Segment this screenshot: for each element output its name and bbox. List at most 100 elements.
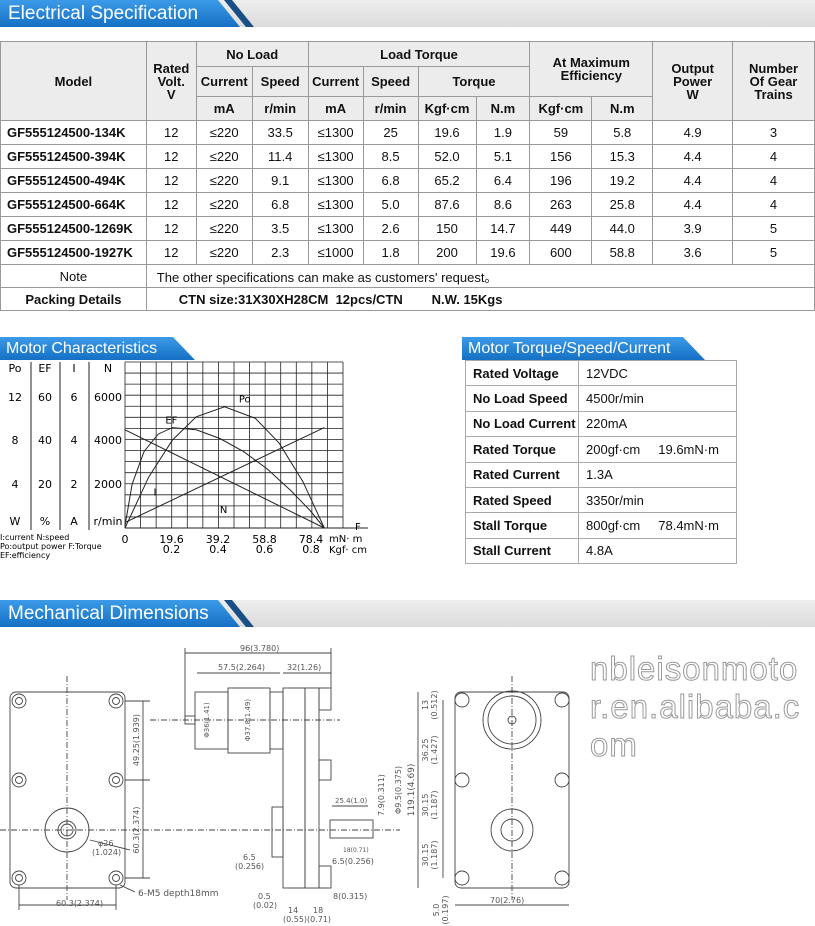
axis-tick: 20 (38, 478, 52, 491)
value-cell: ≤220 (195, 144, 253, 169)
section-title: Motor Characteristics (0, 337, 195, 360)
value-cell: 19.6 (475, 240, 531, 265)
header-max-efficiency: At Maximum Efficiency (529, 41, 654, 97)
model-cell: GF555124500-664K (0, 192, 147, 217)
dim-front-boss: φ26 (98, 839, 113, 848)
axis-tick: 6 (71, 391, 78, 404)
value-cell: 3 (732, 120, 815, 145)
series-n-line (124, 429, 325, 529)
spec-label: Rated Torque (465, 436, 579, 463)
series-i-line (124, 427, 325, 523)
table-row: GF555124500-1269K 12 ≤220 3.5 ≤1300 2.6 150 14.… (0, 216, 815, 241)
model-cell: GF555124500-494K (0, 168, 147, 193)
value-cell: 9.1 (251, 168, 309, 193)
model-cell: GF555124500-394K (0, 144, 147, 169)
axis-tick: 2000 (94, 478, 122, 491)
dim-flat-length: 18(0.71) (343, 847, 369, 854)
dim-side-motor: 57.5(2.264) (218, 663, 265, 672)
dim-boss2: 6.5(0.256) (332, 857, 374, 866)
dim-rear-width: 70(2.76) (490, 896, 524, 905)
section-header-electrical: Electrical Specification (0, 0, 815, 27)
value-cell: 19.2 (591, 168, 654, 193)
dim-shaft-diameter: Φ9.5(0.375) (394, 766, 403, 814)
torque-speed-current-table: Rated Voltage 12VDC No Load Speed 4500r/min… (465, 359, 737, 565)
x-tick: 19.6 (159, 533, 184, 546)
value-cell: ≤220 (195, 192, 253, 217)
x-tick: 78.4 (299, 533, 324, 546)
value-cell: 4.9 (652, 120, 734, 145)
axis-unit: % (40, 515, 50, 528)
value-cell: 156 (529, 144, 593, 169)
dim-rear-b-in: (1.427) (430, 735, 439, 764)
dim-side-total: 96(3.780) (240, 644, 279, 653)
dim-front-h1: 49.25(1.939) (132, 714, 141, 766)
value-cell: 600 (529, 240, 593, 265)
model-cell: GF555124500-1927K (0, 240, 147, 265)
table-row: Rated Voltage 12VDC (465, 359, 737, 387)
table-row: Rated Current 1.3A (465, 461, 737, 488)
dim-rear-f: 5.0 (432, 904, 441, 917)
header-rated-volt: Rated Volt. V (145, 41, 197, 121)
value-cell: 6.4 (475, 168, 531, 193)
value-cell: 14.7 (475, 216, 531, 241)
series-label: I (153, 487, 156, 498)
value-cell: 52.0 (417, 144, 477, 169)
series-po-line (124, 406, 325, 529)
header-current: Current (307, 66, 364, 97)
dim-rear-b: 36.25 (421, 739, 430, 762)
dim-rear-c-in: (1.187) (430, 790, 439, 819)
value-cell: ≤1300 (307, 216, 364, 241)
header-gear-trains: Number Of Gear Trains (732, 41, 815, 121)
value-cell: 3.9 (652, 216, 734, 241)
spec-value: 220mA (578, 410, 737, 438)
header-model: Model (0, 41, 147, 121)
table-row: GF555124500-394K 12 ≤220 11.4 ≤1300 8.5 52.0 5.… (0, 144, 815, 169)
unit-nm: N.m (475, 96, 531, 121)
unit-ma: mA (307, 96, 364, 121)
value-cell: ≤1300 (307, 192, 364, 217)
axis-name: Po (9, 362, 22, 375)
axis-unit: W (10, 515, 21, 528)
section-header-mechanical: Mechanical Dimensions (0, 600, 815, 627)
dim-rear-f-in: (0.197) (441, 895, 450, 924)
value-cell: 449 (529, 216, 593, 241)
table-row: No Load Speed 4500r/min (465, 385, 737, 412)
value-cell: 44.0 (591, 216, 654, 241)
value-cell: 5 (732, 216, 815, 241)
x-tick: 58.8 (252, 533, 277, 546)
legend-entry: Po:output power F:Torque (0, 542, 102, 551)
value-cell: 4 (732, 144, 815, 169)
value-cell: 11.4 (251, 144, 309, 169)
value-cell: 5.1 (475, 144, 531, 169)
value-cell: 6.8 (362, 168, 419, 193)
section-header-motor-characteristics: Motor Characteristics (0, 337, 195, 360)
value-cell: 25.8 (591, 192, 654, 217)
value-cell: 19.6 (417, 120, 477, 145)
spec-label: No Load Current (465, 410, 579, 438)
value-cell: ≤220 (195, 216, 253, 241)
value-cell: 12 (145, 144, 197, 169)
unit-kgfcm: Kgf·cm (417, 96, 477, 121)
dim-rear-c: 30.15 (421, 794, 430, 817)
x-tick-kgf: 0.4 (209, 543, 227, 556)
dim-rear-a: 13 (421, 700, 430, 710)
series-ef-line (124, 427, 325, 529)
electrical-spec-table: Model Rated Volt. V No Load Load Torque At… (0, 41, 815, 311)
spec-value: 200gf·cm 19.6mN·m (578, 436, 737, 463)
axis-tick: 4 (12, 478, 19, 491)
value-cell: 4 (732, 192, 815, 217)
table-row: GF555124500-1927K 12 ≤220 2.3 ≤1000 1.8 200 19.… (0, 240, 815, 265)
header-load-torque: Load Torque (307, 41, 531, 67)
series-label: EF (165, 415, 177, 426)
dim-front-width: 60.3(2.374) (56, 899, 103, 908)
value-cell: 12 (145, 216, 197, 241)
spec-label: No Load Speed (465, 385, 579, 412)
table-row: Stall Current 4.8A (465, 537, 737, 565)
value-cell: 1.8 (362, 240, 419, 265)
value-cell: 6.8 (251, 192, 309, 217)
dim-rear-total: 119.1(4.69) (407, 764, 417, 817)
value-cell: 2.3 (251, 240, 309, 265)
axis-tick: 60 (38, 391, 52, 404)
dim-plate2-in: (0.71) (307, 915, 331, 924)
legend-entry: I:current N:speed (0, 533, 69, 542)
